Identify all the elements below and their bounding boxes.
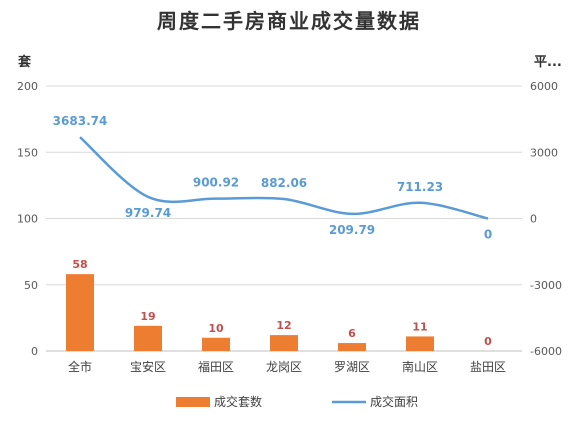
y-left-ticks: 200 150 100 50 0 [17, 80, 38, 358]
bar-data-label: 12 [276, 319, 291, 332]
bar-data-label: 11 [412, 320, 427, 333]
y-right-ticks: 6000 3000 0 -3000 -6000 [530, 80, 562, 358]
y-left-tick-label: 0 [31, 345, 38, 358]
category-labels: 全市 宝安区 福田区 龙岗区 罗湖区 南山区 盐田区 [68, 359, 506, 374]
y-right-tick-label: 3000 [530, 146, 558, 159]
line-data-label: 209.79 [329, 223, 375, 237]
line-point [350, 212, 354, 216]
line-data-label: 900.92 [193, 176, 239, 190]
line-point [146, 195, 150, 199]
y-right-tick-label: -6000 [530, 345, 562, 358]
bar [406, 336, 434, 351]
line-data-label: 0 [484, 228, 492, 242]
bar [270, 335, 298, 351]
bar [134, 325, 162, 351]
line-labels: 3683.74 979.74 900.92 882.06 209.79 711.23 0 [53, 114, 493, 241]
y-left-tick-label: 200 [17, 80, 38, 93]
line-point [78, 135, 82, 139]
bar [66, 274, 94, 351]
legend-label-bar: 成交套数 [214, 394, 262, 409]
x-category-label: 全市 [68, 359, 92, 374]
x-category-label: 盐田区 [470, 360, 506, 374]
bar-data-label: 19 [140, 310, 155, 323]
line-point [214, 197, 218, 201]
bar-data-label: 58 [72, 258, 87, 271]
line-point [418, 201, 422, 205]
bar [202, 337, 230, 351]
legend-label-line: 成交面积 [370, 394, 418, 409]
y-left-tick-label: 50 [24, 279, 38, 292]
bar-data-label: 0 [484, 335, 492, 348]
bar-labels: 58 19 10 12 6 11 0 [72, 258, 492, 348]
bar-data-label: 10 [208, 322, 224, 335]
bar-series [66, 274, 434, 351]
legend: 成交套数 成交面积 [176, 394, 418, 409]
y-right-tick-label: 6000 [530, 80, 558, 93]
gridlines [46, 85, 522, 352]
y-left-axis-title: 套 [17, 54, 32, 70]
line-data-label: 711.23 [397, 180, 443, 194]
line-series [78, 135, 490, 221]
legend-swatch-bar [176, 397, 210, 407]
y-left-tick-label: 100 [17, 213, 38, 226]
line-point [486, 217, 490, 221]
y-right-axis-title: 平... [534, 55, 562, 70]
bar [338, 343, 366, 351]
x-category-label: 罗湖区 [334, 359, 370, 374]
y-right-tick-label: -3000 [530, 279, 562, 292]
line-point [282, 197, 286, 201]
line-path [79, 136, 489, 220]
x-category-label: 宝安区 [130, 359, 166, 374]
x-category-label: 福田区 [198, 359, 234, 374]
y-left-tick-label: 150 [17, 146, 38, 159]
line-data-label: 3683.74 [53, 114, 108, 128]
line-data-label: 882.06 [261, 176, 307, 190]
chart-title: 周度二手房商业成交量数据 [157, 9, 421, 33]
y-right-tick-label: 0 [530, 213, 537, 226]
line-data-label: 979.74 [125, 206, 171, 220]
x-category-label: 龙岗区 [266, 360, 302, 374]
bar-data-label: 6 [348, 327, 356, 340]
x-category-label: 南山区 [402, 359, 438, 374]
